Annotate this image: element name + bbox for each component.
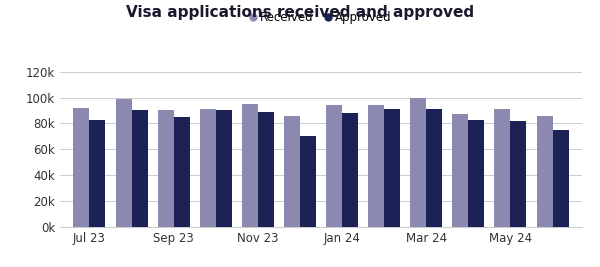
Bar [536, 116, 553, 227]
Bar [410, 97, 426, 227]
Bar [242, 104, 258, 227]
Bar [368, 105, 384, 227]
Bar [342, 113, 358, 227]
Bar [553, 130, 569, 227]
Bar [73, 108, 89, 227]
Legend: Received, Approved: Received, Approved [251, 11, 391, 24]
Bar [511, 121, 526, 227]
Text: Visa applications received and approved: Visa applications received and approved [126, 5, 474, 20]
Bar [326, 105, 342, 227]
Bar [89, 120, 106, 227]
Bar [158, 111, 173, 227]
Bar [200, 109, 216, 227]
Bar [300, 136, 316, 227]
Bar [116, 99, 131, 227]
Bar [426, 109, 442, 227]
Bar [131, 111, 148, 227]
Bar [384, 109, 400, 227]
Bar [452, 114, 469, 227]
Bar [173, 117, 190, 227]
Bar [258, 112, 274, 227]
Bar [494, 109, 511, 227]
Bar [469, 120, 484, 227]
Bar [284, 116, 300, 227]
Bar [216, 111, 232, 227]
